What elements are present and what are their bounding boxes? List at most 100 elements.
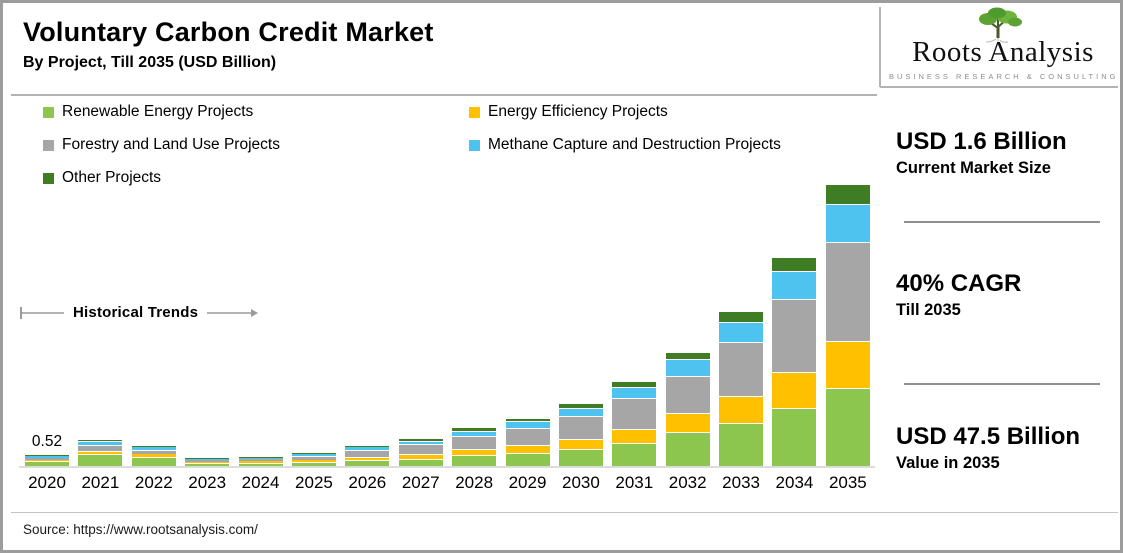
bar-2023 <box>185 458 230 466</box>
bar-2020 <box>25 454 69 466</box>
historical-trends-annotation: Historical Trends <box>20 304 259 321</box>
bar-segment <box>558 415 603 440</box>
stat-caption: Till 2035 <box>896 301 961 320</box>
bar-segment <box>452 449 497 456</box>
logo-name: Roots Analysis <box>912 36 1094 68</box>
bar-segment <box>131 456 176 466</box>
bar-segment <box>291 460 336 463</box>
x-axis-label: 2032 <box>668 473 707 492</box>
bar-segment <box>452 427 497 431</box>
header: Voluntary Carbon Credit Market By Projec… <box>23 17 434 72</box>
bar-segment <box>505 417 550 422</box>
bar-segment <box>825 183 870 205</box>
bar-segment <box>345 457 390 461</box>
bar-segment <box>719 422 764 466</box>
x-axis-label: 2034 <box>775 473 814 492</box>
bar-segment <box>25 460 69 462</box>
stat-value: USD 1.6 Billion <box>896 128 1067 155</box>
bar-segment <box>452 455 497 466</box>
bar-segment <box>505 444 550 453</box>
legend-item: Energy Efficiency Projects <box>469 103 781 121</box>
bar-2035 <box>825 183 870 466</box>
bar-segment <box>665 413 710 432</box>
bar-segment <box>558 449 603 466</box>
stat-current-market-size: USD 1.6 Billion Current Market Size <box>896 128 1118 178</box>
bar-segment <box>452 430 497 436</box>
bar-segment <box>238 461 283 463</box>
historical-trends-label: Historical Trends <box>73 304 199 321</box>
stats-panel: USD 1.6 Billion Current Market Size 40% … <box>896 3 1118 513</box>
legend-swatch-icon <box>469 139 480 151</box>
legend-label: Renewable Energy Projects <box>62 103 254 120</box>
bar-segment <box>345 447 390 451</box>
legend-swatch-icon <box>43 172 54 184</box>
legend: Renewable Energy Projects Energy Efficien… <box>43 103 781 187</box>
bar-2025 <box>291 452 336 466</box>
left-line-icon <box>20 306 64 319</box>
x-axis-labels: 2020 2021 2022 2023 2024 2025 2026 2027 2028 2029… <box>25 473 870 493</box>
bar-segment <box>291 452 336 454</box>
legend-item: Other Projects <box>43 169 469 187</box>
bar-segment <box>398 453 443 459</box>
chart: 0.52 <box>25 183 870 466</box>
logo-divider <box>880 86 1118 88</box>
bar-segment <box>719 395 764 423</box>
legend-label: Energy Efficiency Projects <box>488 103 668 120</box>
stat-caption: Value in 2035 <box>896 454 1000 473</box>
bar-value-label: 0.52 <box>31 433 63 451</box>
stat-divider <box>904 221 1100 223</box>
x-axis-label: 2028 <box>455 473 494 492</box>
bar-segment <box>345 450 390 458</box>
bar-segment <box>772 270 817 299</box>
legend-item: Renewable Energy Projects <box>43 103 469 121</box>
bar-segment <box>398 458 443 466</box>
x-axis-label: 2030 <box>561 473 600 492</box>
bar-segment <box>398 438 443 441</box>
bar-segment <box>612 443 657 466</box>
bar-segment <box>78 451 123 455</box>
bar-segment <box>665 431 710 466</box>
bar-segment <box>25 454 69 456</box>
logo-tagline: BUSINESS RESEARCH & CONSULTING <box>889 72 1119 81</box>
bar-segment <box>131 447 176 450</box>
bar-segment <box>78 445 123 452</box>
bar-segment <box>291 462 336 466</box>
bar-segment <box>772 257 817 271</box>
bar-segment <box>78 441 123 446</box>
bars <box>25 183 870 466</box>
bar-segment <box>185 459 230 461</box>
legend-item: Forestry and Land Use Projects <box>43 136 469 154</box>
bar-segment <box>238 459 283 462</box>
x-axis-label: 2031 <box>615 473 654 492</box>
bar-segment <box>185 461 230 463</box>
bar-segment <box>825 340 870 389</box>
x-axis-label: 2024 <box>241 473 280 492</box>
bar-segment <box>665 359 710 376</box>
bar-segment <box>238 457 283 459</box>
bar-segment <box>25 461 69 466</box>
logo: Roots Analysis BUSINESS RESEARCH & CONSU… <box>889 7 1117 81</box>
bar-segment <box>558 403 603 409</box>
bar-segment <box>772 408 817 466</box>
bar-2026 <box>345 445 390 466</box>
legend-label: Forestry and Land Use Projects <box>62 136 280 153</box>
bar-segment <box>719 322 764 343</box>
bar-segment <box>78 454 123 466</box>
bar-segment <box>825 204 870 243</box>
bar-2033 <box>719 311 764 466</box>
bar-segment <box>78 440 123 442</box>
x-axis-label: 2022 <box>134 473 173 492</box>
header-vertical-divider <box>879 7 881 87</box>
x-axis-label: 2035 <box>828 473 867 492</box>
x-axis-label: 2025 <box>295 473 333 492</box>
bar-segment <box>558 408 603 416</box>
bar-segment <box>665 375 710 414</box>
bar-segment <box>719 311 764 323</box>
bar-segment <box>612 429 657 444</box>
bar-segment <box>238 462 283 466</box>
legend-swatch-icon <box>43 106 54 118</box>
stat-value-2035: USD 47.5 Billion Value in 2035 <box>896 423 1118 473</box>
bar-2022 <box>131 446 176 466</box>
page-title: Voluntary Carbon Credit Market <box>23 17 434 47</box>
stat-cagr: 40% CAGR Till 2035 <box>896 270 1118 320</box>
